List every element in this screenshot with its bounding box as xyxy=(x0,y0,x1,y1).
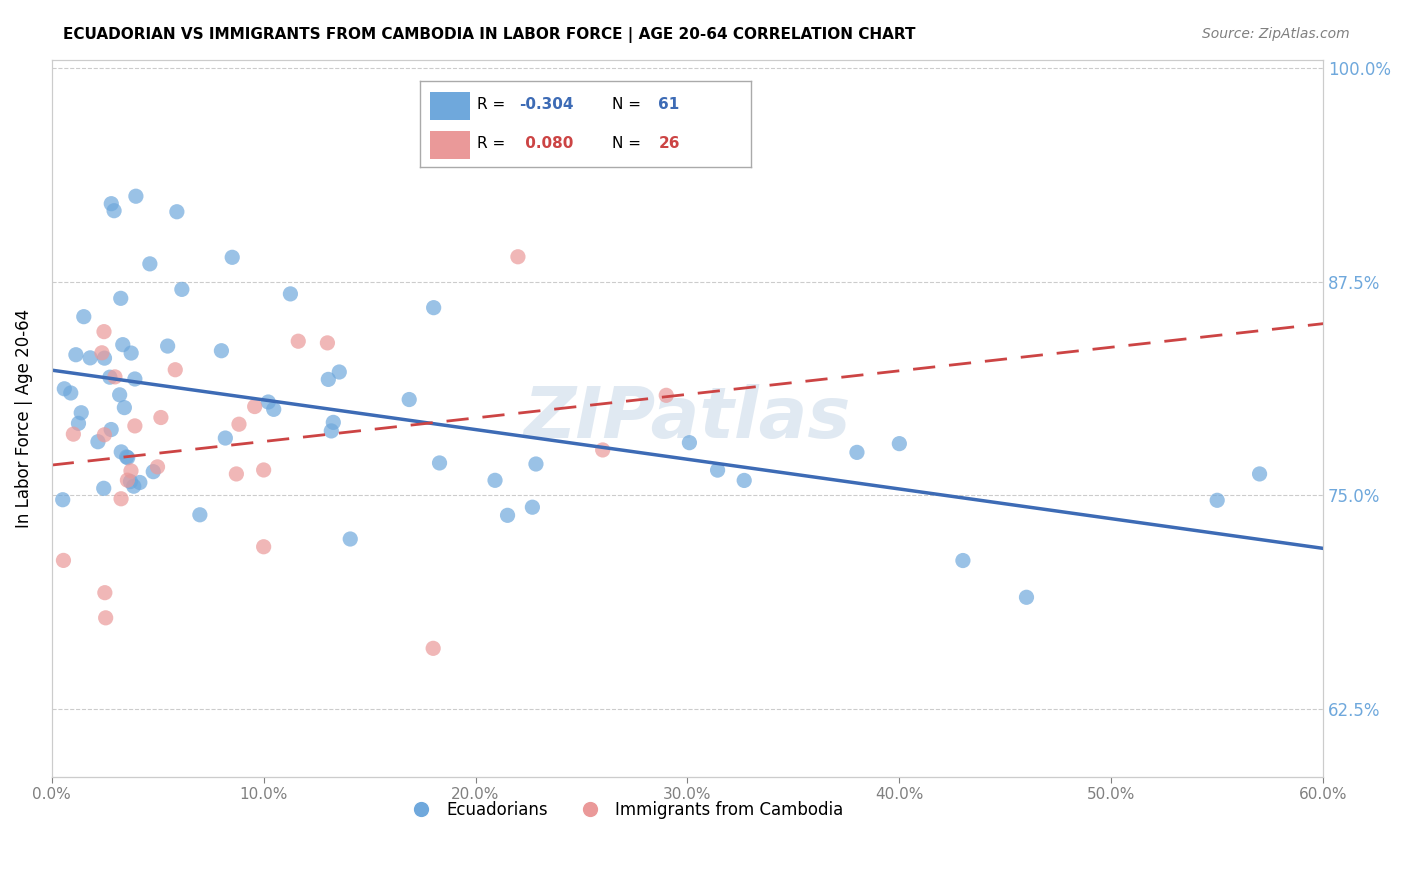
Point xyxy=(706,463,728,477)
Point xyxy=(678,435,700,450)
Point xyxy=(146,459,169,474)
Point xyxy=(93,325,115,339)
Point xyxy=(112,401,135,415)
Point xyxy=(108,388,131,402)
Point xyxy=(209,343,232,358)
Text: Source: ZipAtlas.com: Source: ZipAtlas.com xyxy=(1202,27,1350,41)
Point xyxy=(655,388,678,402)
Point xyxy=(122,479,145,493)
Point xyxy=(328,365,350,379)
Point xyxy=(339,532,361,546)
Point xyxy=(156,339,179,353)
Point xyxy=(889,436,911,450)
Point xyxy=(318,372,340,386)
Point xyxy=(124,372,146,386)
Point xyxy=(93,351,115,366)
Point xyxy=(253,463,276,477)
Point xyxy=(117,473,139,487)
Point xyxy=(225,467,247,481)
Point xyxy=(67,417,90,431)
Point xyxy=(257,395,280,409)
Point xyxy=(496,508,519,523)
Point xyxy=(139,257,162,271)
Point xyxy=(1249,467,1271,481)
Point xyxy=(484,473,506,487)
Point xyxy=(214,431,236,445)
Point xyxy=(228,417,250,432)
Point xyxy=(59,386,82,401)
Text: ECUADORIAN VS IMMIGRANTS FROM CAMBODIA IN LABOR FORCE | AGE 20-64 CORRELATION CH: ECUADORIAN VS IMMIGRANTS FROM CAMBODIA I… xyxy=(63,27,915,43)
Point xyxy=(733,474,755,488)
Point xyxy=(100,423,122,437)
Point xyxy=(524,457,547,471)
Point xyxy=(170,282,193,296)
Point xyxy=(87,434,110,449)
Point xyxy=(398,392,420,407)
Point xyxy=(52,553,75,567)
Point xyxy=(522,500,544,515)
Point xyxy=(104,370,127,384)
Point xyxy=(120,346,142,360)
Point xyxy=(120,475,142,489)
Point xyxy=(422,301,444,315)
Point xyxy=(93,427,115,442)
Point xyxy=(592,442,614,457)
Point xyxy=(120,464,142,478)
Point xyxy=(1015,591,1038,605)
Point xyxy=(100,196,122,211)
Point xyxy=(1206,493,1229,508)
Point xyxy=(110,445,132,459)
Point xyxy=(165,362,187,376)
Point xyxy=(125,189,148,203)
Point xyxy=(142,465,165,479)
Point xyxy=(110,491,132,506)
Point xyxy=(103,203,125,218)
Point xyxy=(149,410,172,425)
Point xyxy=(98,370,121,384)
Point xyxy=(62,427,84,442)
Point xyxy=(243,400,266,414)
Point xyxy=(110,291,132,305)
Point xyxy=(316,335,339,350)
Y-axis label: In Labor Force | Age 20-64: In Labor Force | Age 20-64 xyxy=(15,309,32,528)
Point xyxy=(94,585,117,599)
Point xyxy=(53,382,76,396)
Point xyxy=(52,492,75,507)
Legend: Ecuadorians, Immigrants from Cambodia: Ecuadorians, Immigrants from Cambodia xyxy=(398,795,849,826)
Point xyxy=(422,641,444,656)
Point xyxy=(280,286,302,301)
Point xyxy=(73,310,96,324)
Point xyxy=(79,351,101,365)
Text: ZIPatlas: ZIPatlas xyxy=(524,384,851,453)
Point xyxy=(70,406,93,420)
Point xyxy=(115,450,138,464)
Point xyxy=(506,250,529,264)
Point xyxy=(221,250,243,264)
Point xyxy=(166,204,188,219)
Point xyxy=(94,611,117,625)
Point xyxy=(124,418,146,433)
Point xyxy=(253,540,276,554)
Point xyxy=(429,456,451,470)
Point xyxy=(90,346,112,360)
Point xyxy=(287,334,309,349)
Point xyxy=(263,402,285,417)
Point xyxy=(952,553,974,567)
Point xyxy=(111,337,134,351)
Point xyxy=(321,424,343,438)
Point xyxy=(322,416,344,430)
Point xyxy=(188,508,211,522)
Point xyxy=(128,475,150,490)
Point xyxy=(65,348,87,362)
Point xyxy=(117,450,139,465)
Point xyxy=(846,445,869,459)
Point xyxy=(93,481,115,495)
